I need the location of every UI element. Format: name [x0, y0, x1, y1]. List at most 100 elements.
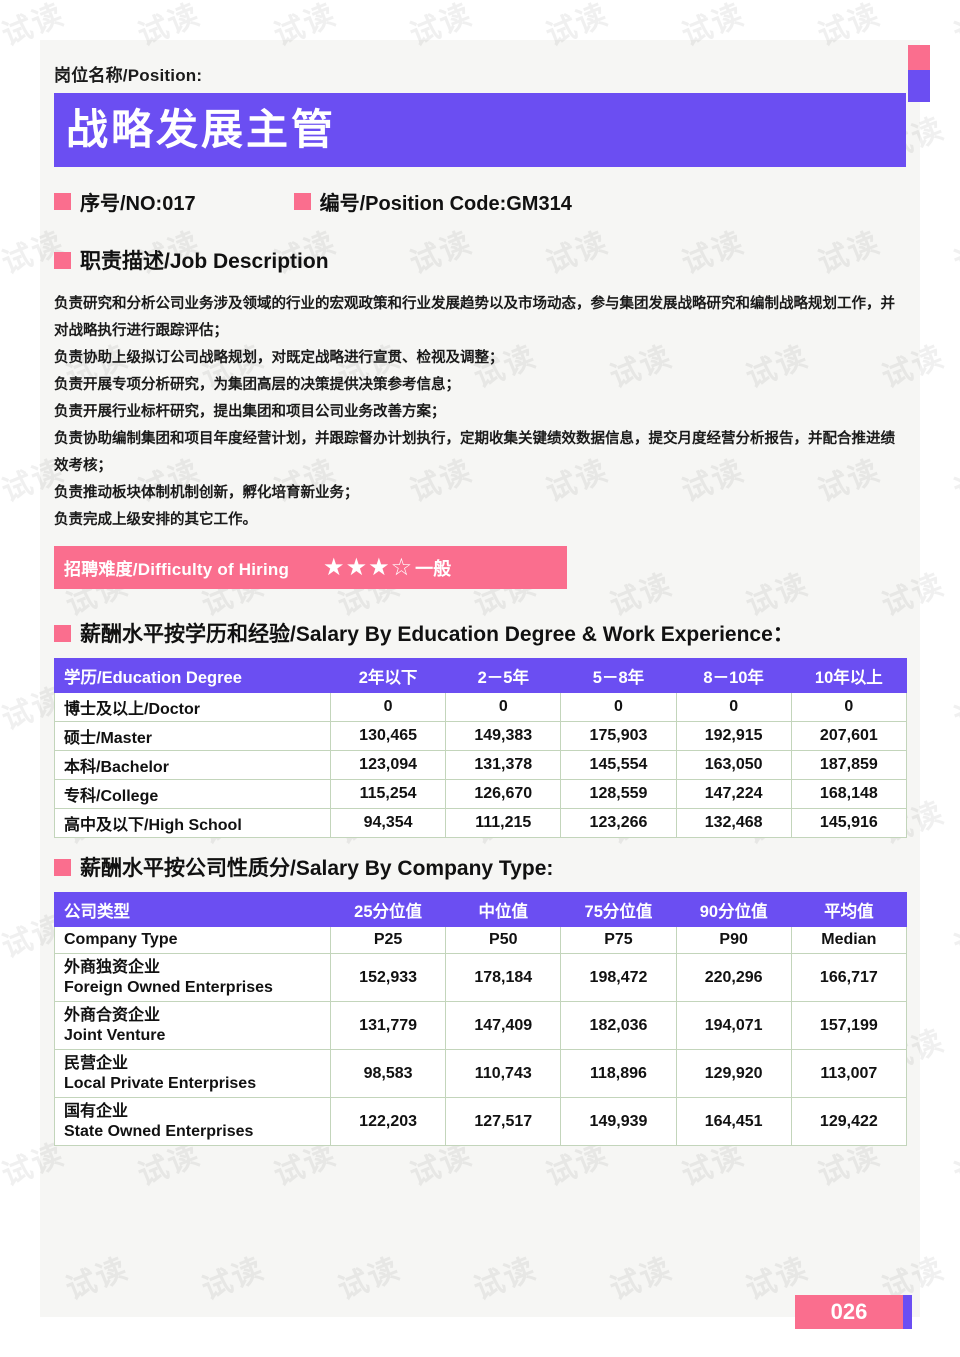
table-cell: P90 [675, 926, 792, 954]
table-cell: 149,939 [560, 1097, 677, 1146]
watermark-text: 试读 [949, 0, 960, 54]
job-description-heading-label: 职责描述/Job Description [80, 250, 329, 273]
pink-square-icon [293, 193, 311, 210]
table-row: 民营企业 Local Private Enterprises 98,583 110,7… [54, 1049, 907, 1098]
corner-accent-pink [908, 45, 930, 70]
watermark-text: 试读 [949, 681, 960, 738]
table-cell: 131,378 [445, 750, 562, 780]
column-header: 2年以下 [329, 658, 447, 693]
row-label: 硕士/Master [54, 721, 331, 751]
row-label-en: State Owned Enterprises [64, 1122, 254, 1140]
column-header: 学历/Education Degree [54, 658, 331, 693]
table-cell: 194,071 [675, 1001, 792, 1050]
watermark-text: 试读 [949, 225, 960, 282]
table-cell: 220,296 [675, 953, 792, 1002]
pink-square-icon [54, 193, 71, 210]
company-table-head: 公司类型 25分位值 中位值 75分位值 90分位值 平均值 [54, 892, 907, 927]
education-table-head: 学历/Education Degree 2年以下 2－5年 5－8年 8－10年 10年以… [54, 658, 907, 693]
table-cell: 118,896 [560, 1049, 677, 1098]
pink-square-icon [54, 624, 71, 642]
table-row: 高中及以下/High School 94,354 111,215 123,266 132… [54, 808, 907, 838]
job-description-body: 负责研究和分析公司业务涉及领域的行业的宏观政策和行业发展趋势以及市场动态，参与集… [54, 291, 906, 534]
job-description-line: 负责开展专项分析研究，为集团高层的决策提供决策参考信息； [54, 377, 460, 393]
pink-square-icon [54, 251, 71, 269]
table-row: 硕士/Master 130,465 149,383 175,903 192,915 207… [54, 721, 907, 751]
watermark-text: 试读 [949, 1137, 960, 1194]
table-cell: 111,215 [445, 808, 562, 838]
page-title: 战略发展主管 [66, 106, 337, 153]
table-cell: P75 [560, 926, 677, 954]
pink-square-icon [54, 858, 71, 876]
education-salary-heading: 薪酬水平按学历和经验/Salary By Education Degree & … [54, 618, 906, 648]
table-cell: 129,920 [675, 1049, 792, 1098]
table-cell: Median [790, 926, 907, 954]
table-row: 博士及以上/Doctor 0 0 0 0 0 [54, 692, 907, 722]
watermark-text: 试读 [949, 909, 960, 966]
table-cell: 164,451 [675, 1097, 792, 1146]
row-label-cn: 民营企业 [64, 1054, 129, 1072]
row-label-cn: 外商合资企业 [64, 1006, 161, 1024]
page-number-footer: 026 [795, 1295, 912, 1329]
table-cell: 123,094 [329, 750, 447, 780]
job-description-heading: 职责描述/Job Description [54, 245, 906, 275]
corner-accent-bar [908, 45, 930, 102]
row-label: 国有企业 State Owned Enterprises [54, 1097, 331, 1146]
table-cell: 198,472 [560, 953, 677, 1002]
table-cell: 0 [790, 692, 907, 722]
education-salary-heading-label: 薪酬水平按学历和经验/Salary By Education Degree & … [80, 623, 794, 646]
column-header: 90分位值 [675, 892, 792, 927]
table-cell: 192,915 [675, 721, 792, 751]
table-cell: 0 [445, 692, 562, 722]
table-cell: 131,779 [329, 1001, 447, 1050]
column-header: 2－5年 [445, 658, 562, 693]
row-label: 本科/Bachelor [54, 750, 331, 780]
position-no: 序号/NO:017 [54, 187, 196, 216]
table-cell: 182,036 [560, 1001, 677, 1050]
corner-accent-purple [908, 70, 930, 102]
table-row: 专科/College 115,254 126,670 128,559 147,224 16… [54, 779, 907, 809]
table-cell: 122,203 [329, 1097, 447, 1146]
table-cell: 127,517 [445, 1097, 562, 1146]
difficulty-bar: 招聘难度/Difficulty of Hiring ★★★☆ 一般 [54, 546, 567, 589]
table-cell: 147,409 [445, 1001, 562, 1050]
difficulty-word: 一般 [415, 558, 452, 579]
column-header: 25分位值 [329, 892, 447, 927]
table-cell: P25 [329, 926, 447, 954]
table-cell: 130,465 [329, 721, 447, 751]
table-cell: 126,670 [445, 779, 562, 809]
table-cell: 168,148 [790, 779, 907, 809]
table-cell: 110,743 [445, 1049, 562, 1098]
table-cell: 207,601 [790, 721, 907, 751]
table-cell: 175,903 [560, 721, 677, 751]
position-code-label: 编号/Position Code:GM314 [319, 193, 572, 215]
row-label-en: Joint Venture [64, 1026, 166, 1044]
column-header: 10年以上 [790, 658, 907, 693]
table-row: 外商合资企业 Joint Venture 131,779 147,409 182,036… [54, 1001, 907, 1050]
table-cell: 147,224 [675, 779, 792, 809]
row-label: 博士及以上/Doctor [54, 692, 331, 722]
position-title-banner: 战略发展主管 [54, 93, 906, 167]
table-row: 外商独资企业 Foreign Owned Enterprises 152,933 17… [54, 953, 907, 1002]
row-label-cn: 国有企业 [64, 1102, 129, 1120]
table-cell: 145,916 [790, 808, 907, 838]
company-salary-heading: 薪酬水平按公司性质分/Salary By Company Type: [54, 852, 906, 882]
company-table-body: Company Type P25 P50 P75 P90 Median 外商独资企业 Fore… [54, 926, 907, 1146]
column-header: 75分位值 [560, 892, 677, 927]
table-header-row: 学历/Education Degree 2年以下 2－5年 5－8年 8－10年 10年以… [54, 658, 907, 693]
row-label: Company Type [54, 926, 331, 954]
row-label-en: Local Private Enterprises [64, 1074, 257, 1092]
table-cell: 0 [560, 692, 677, 722]
difficulty-stars: ★★★☆ [323, 553, 414, 581]
education-salary-table: 学历/Education Degree 2年以下 2－5年 5－8年 8－10年 10年以… [54, 658, 907, 838]
table-cell: 178,184 [445, 953, 562, 1002]
row-label: 高中及以下/High School [54, 808, 331, 838]
column-header: 8－10年 [675, 658, 792, 693]
table-cell: 94,354 [329, 808, 447, 838]
row-label-en: Foreign Owned Enterprises [64, 978, 273, 996]
row-label: 专科/College [54, 779, 331, 809]
table-cell: 113,007 [790, 1049, 907, 1098]
column-header: 平均值 [790, 892, 907, 927]
table-cell: 123,266 [560, 808, 677, 838]
job-description-line: 负责协助编制集团和项目年度经营计划，并跟踪督办计划执行，定期收集关键绩效数据信息… [54, 431, 895, 474]
